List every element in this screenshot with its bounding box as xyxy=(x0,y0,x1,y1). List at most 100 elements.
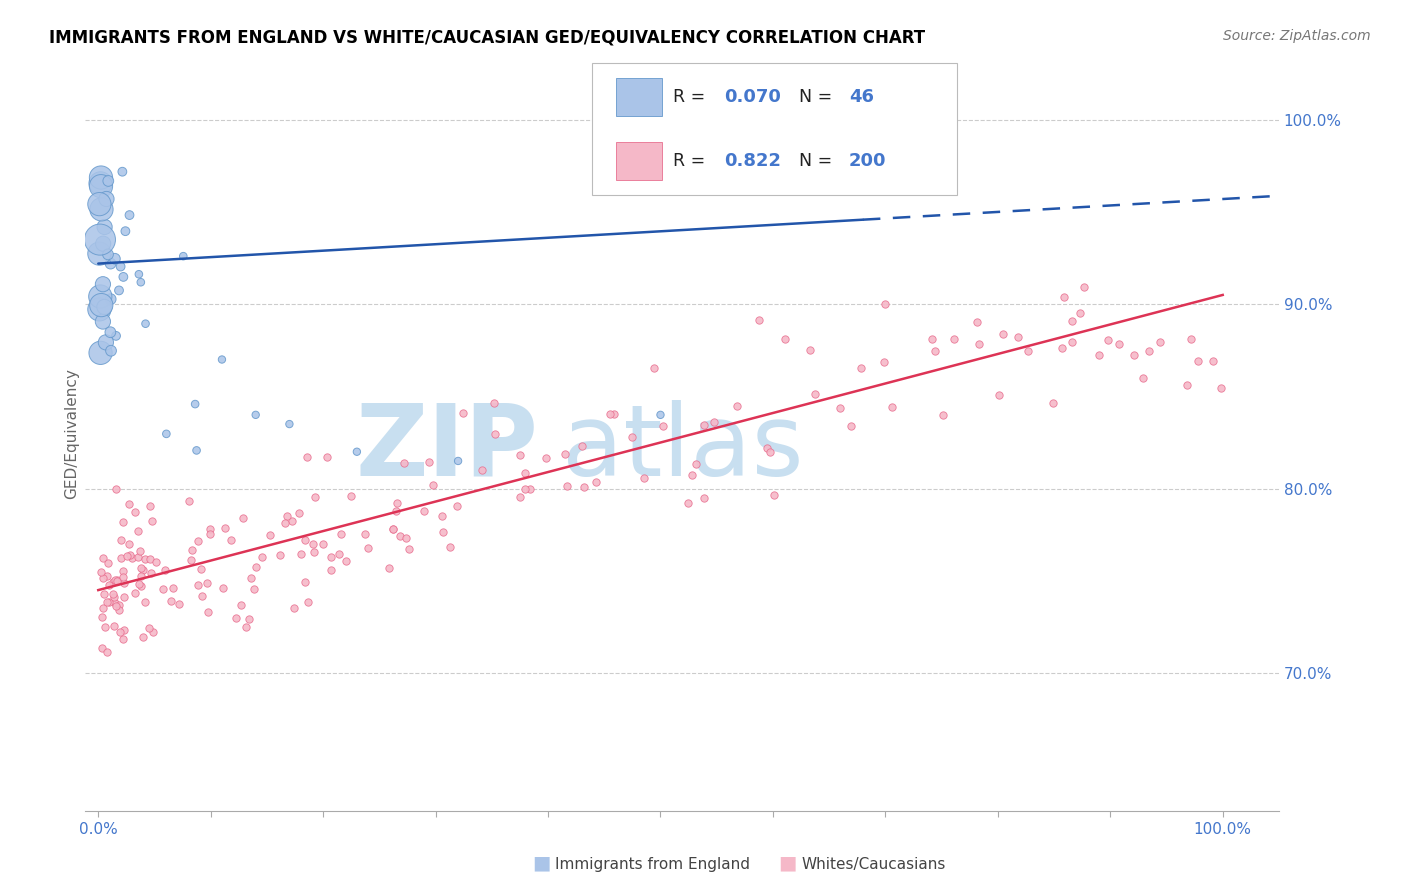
Point xyxy=(1087,348,1109,362)
Point xyxy=(991,327,1014,342)
Point xyxy=(91,571,114,585)
Point xyxy=(294,574,316,589)
Point xyxy=(1007,330,1029,344)
Point xyxy=(160,594,183,608)
Point xyxy=(652,418,675,433)
Point xyxy=(755,441,778,455)
Point xyxy=(395,531,418,545)
Point xyxy=(312,537,335,551)
Point xyxy=(509,490,531,504)
Point xyxy=(357,541,380,555)
Point xyxy=(97,578,120,592)
Point xyxy=(172,249,194,263)
Point xyxy=(967,337,990,351)
Point xyxy=(112,591,135,605)
Point xyxy=(240,571,263,585)
Point xyxy=(1149,334,1171,349)
Point xyxy=(93,300,115,314)
Point xyxy=(96,595,118,609)
Point xyxy=(104,482,127,496)
Point xyxy=(319,563,342,577)
Point xyxy=(319,550,342,565)
Point xyxy=(484,396,506,410)
Point xyxy=(703,415,725,429)
Point xyxy=(89,289,111,303)
Point xyxy=(763,488,786,502)
Point xyxy=(108,603,131,617)
Point xyxy=(211,352,233,367)
Point xyxy=(389,529,412,543)
Point xyxy=(290,547,312,561)
Point xyxy=(302,545,325,559)
Point xyxy=(139,499,162,513)
Point xyxy=(138,621,160,635)
Point xyxy=(128,267,150,281)
Point xyxy=(603,407,626,421)
Point xyxy=(571,439,593,453)
Point xyxy=(1209,381,1232,395)
Point xyxy=(1202,354,1225,368)
Point xyxy=(118,208,141,222)
Point xyxy=(283,601,305,615)
Point xyxy=(1108,337,1130,351)
Point xyxy=(353,527,375,541)
Point xyxy=(111,516,134,530)
Point xyxy=(90,179,112,194)
Point xyxy=(110,551,132,566)
Point xyxy=(124,505,146,519)
Point xyxy=(139,551,162,566)
Point xyxy=(89,197,111,211)
Point xyxy=(572,480,595,494)
Point xyxy=(295,450,318,465)
Point xyxy=(585,475,607,490)
Point xyxy=(112,632,135,646)
Point xyxy=(509,448,531,462)
Point xyxy=(235,620,257,634)
Point xyxy=(89,246,111,260)
Point xyxy=(105,329,128,343)
Point xyxy=(335,554,357,568)
Point xyxy=(96,645,118,659)
Point xyxy=(214,521,236,535)
Point xyxy=(91,314,114,328)
Point xyxy=(1175,377,1198,392)
Point xyxy=(1073,279,1095,293)
Point xyxy=(128,544,150,558)
Point xyxy=(103,586,125,600)
Point xyxy=(621,430,644,444)
Point xyxy=(94,620,117,634)
Point xyxy=(98,595,121,609)
Point xyxy=(105,599,128,613)
FancyBboxPatch shape xyxy=(616,78,662,116)
Point xyxy=(134,552,156,566)
Point xyxy=(180,542,202,557)
Point xyxy=(90,177,112,191)
Point xyxy=(381,523,404,537)
Point xyxy=(105,573,128,587)
Point xyxy=(398,542,420,557)
Point xyxy=(288,507,311,521)
Point xyxy=(231,599,253,613)
Point xyxy=(91,277,114,292)
Point xyxy=(90,170,112,185)
Point xyxy=(1017,343,1039,358)
Point xyxy=(966,316,988,330)
Point xyxy=(100,257,122,271)
Text: R =: R = xyxy=(673,87,711,105)
Point xyxy=(104,574,127,588)
Point xyxy=(152,582,174,597)
Point xyxy=(97,247,120,261)
Text: N =: N = xyxy=(799,87,832,105)
Point xyxy=(346,444,368,458)
Point xyxy=(103,591,125,605)
Point xyxy=(141,514,163,528)
Point xyxy=(103,619,125,633)
Point xyxy=(91,641,114,656)
Point xyxy=(413,504,436,518)
Point xyxy=(633,471,655,485)
Point xyxy=(599,407,621,421)
Point xyxy=(186,443,208,458)
Point xyxy=(748,313,770,327)
Point xyxy=(382,523,405,537)
Point xyxy=(198,522,221,536)
